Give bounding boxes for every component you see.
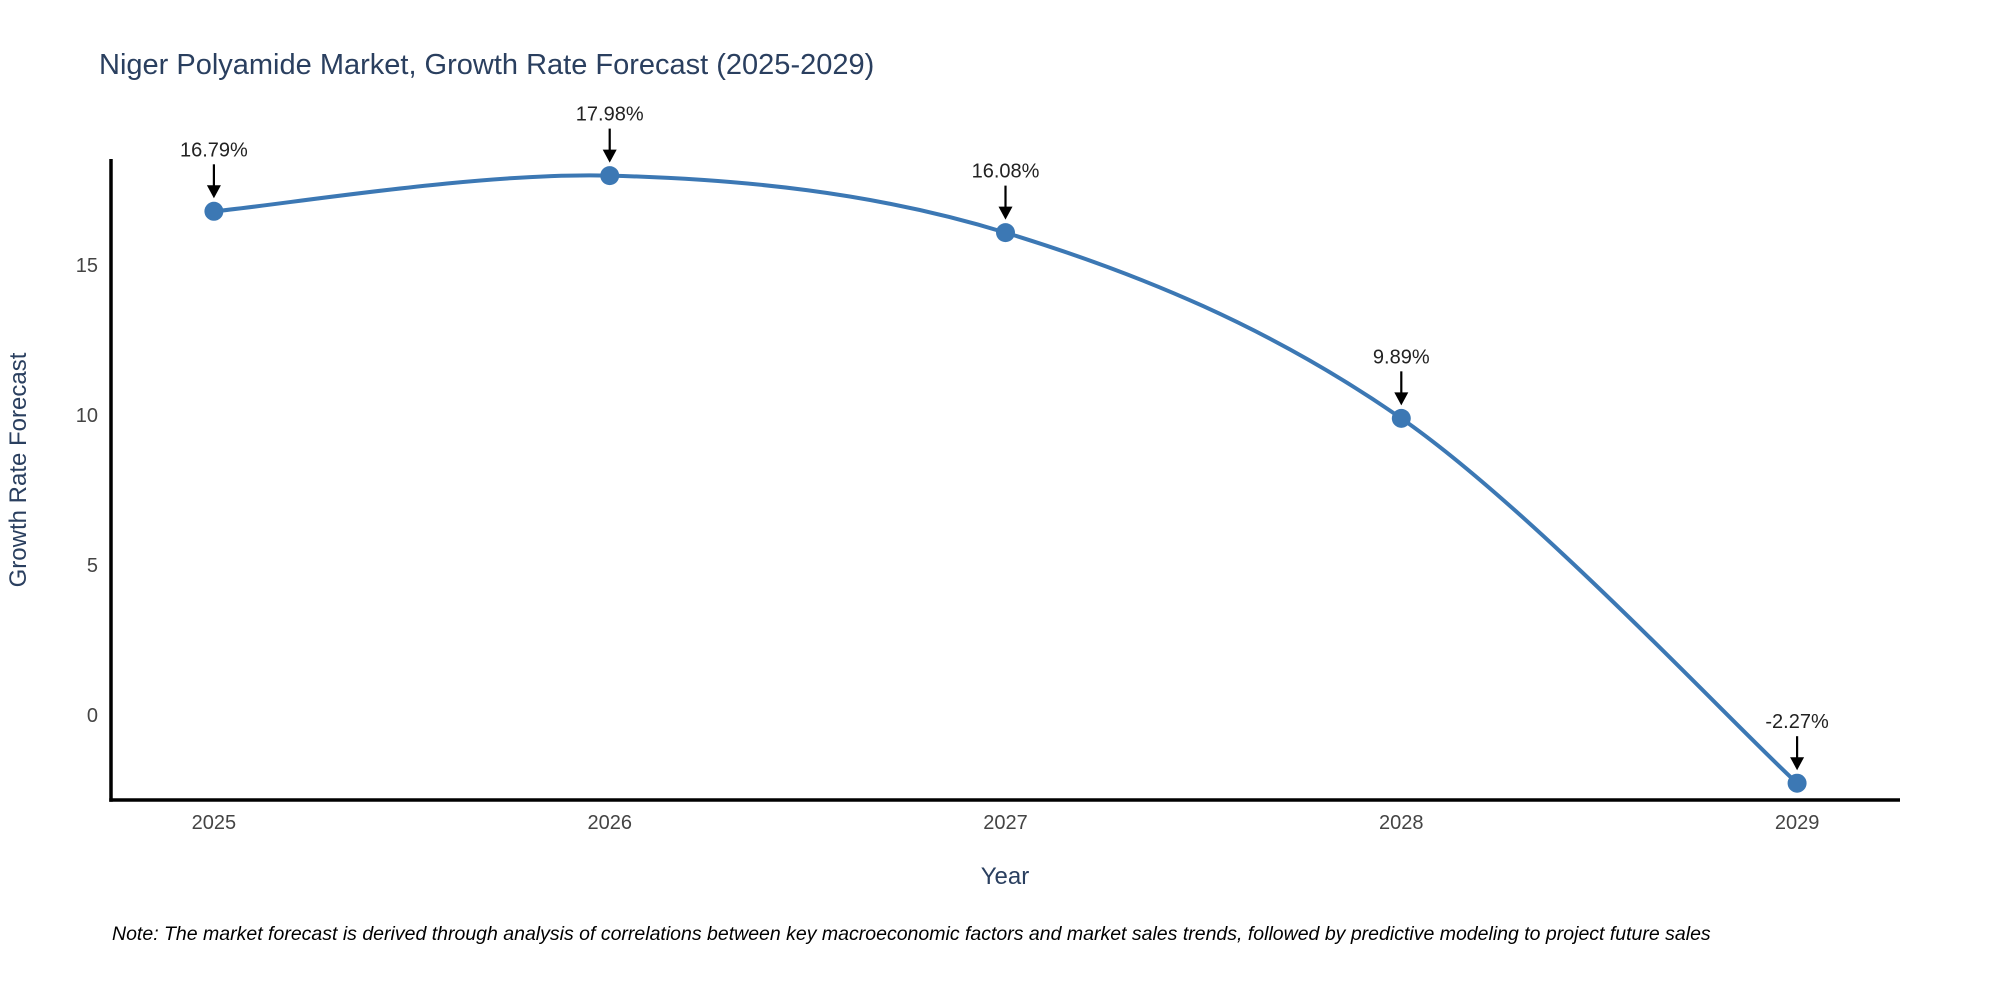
data-point-marker[interactable]	[600, 166, 620, 186]
point-value-label: 16.79%	[180, 139, 248, 161]
point-value-label: -2.27%	[1765, 711, 1829, 733]
data-point-marker[interactable]	[1391, 408, 1411, 428]
y-tick-label: 5	[87, 555, 98, 577]
point-value-label: 9.89%	[1373, 346, 1430, 368]
annotation-arrowhead-icon	[206, 185, 221, 199]
data-point-marker[interactable]	[1787, 773, 1807, 793]
plot-area: 0 5 10 15 2025 2026 2027 2028 2029 16.79% 17.98% 16…	[76, 104, 1829, 834]
y-tick-label: 15	[76, 255, 98, 277]
y-tick-label: 0	[87, 705, 98, 727]
annotation-arrowhead-icon	[998, 206, 1013, 220]
point-value-label: 16.08%	[972, 161, 1040, 183]
data-point-marker[interactable]	[996, 223, 1015, 243]
y-tick-label: 10	[76, 405, 98, 427]
point-value-label: 17.98%	[576, 104, 644, 126]
footnote: Note: The market forecast is derived thr…	[112, 923, 1711, 945]
x-axis-title: Year	[981, 863, 1030, 890]
annotation-arrowhead-icon	[1790, 757, 1805, 771]
x-tick-label: 2026	[587, 812, 632, 834]
x-tick-label: 2028	[1379, 812, 1424, 834]
x-tick-label: 2029	[1775, 812, 1820, 834]
chart-title: Niger Polyamide Market, Growth Rate Fore…	[99, 49, 874, 81]
annotation-arrowhead-icon	[602, 149, 617, 163]
data-point-marker[interactable]	[204, 201, 224, 221]
x-tick-label: 2027	[983, 812, 1028, 834]
x-tick-label: 2025	[192, 812, 237, 834]
annotation-arrowhead-icon	[1394, 392, 1409, 406]
forecast-line-series	[213, 173, 1799, 785]
y-axis-title: Growth Rate Forecast	[5, 352, 32, 587]
